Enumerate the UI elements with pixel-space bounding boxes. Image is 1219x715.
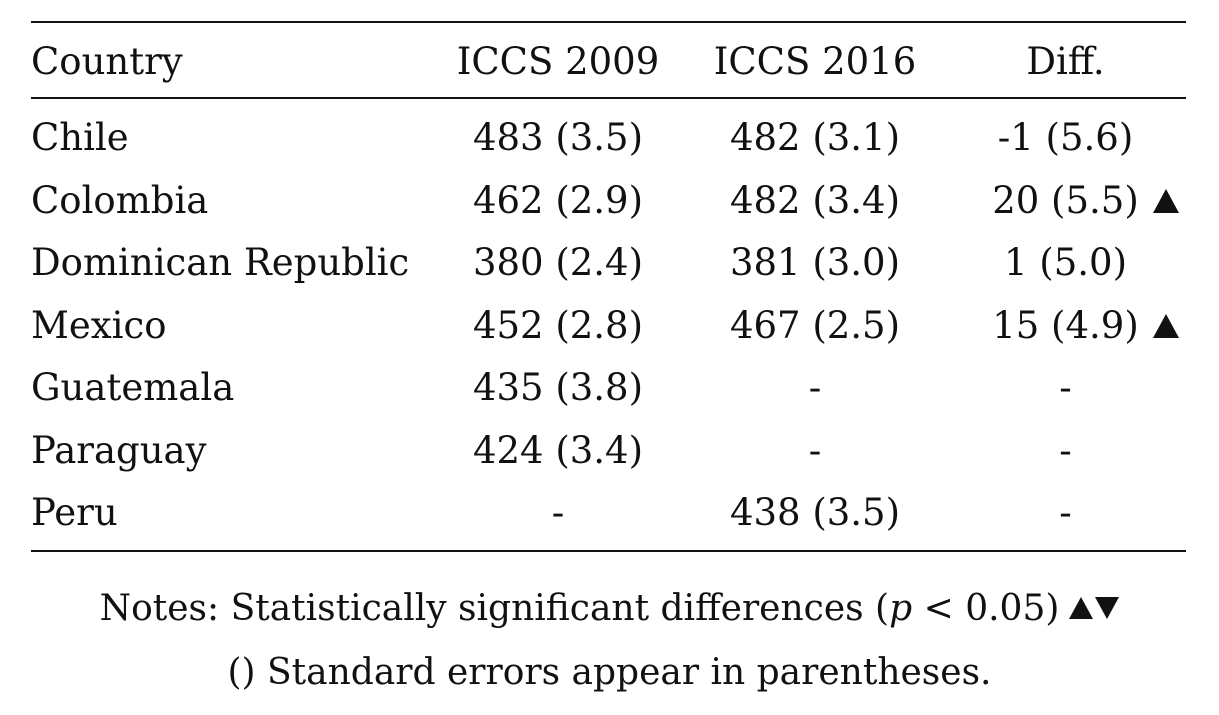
cell-country: Colombia [31, 178, 209, 222]
cell-iccs-2016: 482 (3.4) [729, 178, 901, 222]
cell-country: Peru [31, 491, 118, 535]
table-header-row: Country ICCS 2009 ICCS 2016 Diff. [31, 23, 1186, 97]
cell-diff-value: - [1059, 428, 1072, 472]
cell-country: Paraguay [31, 428, 207, 472]
cell-diff-value: 1 (5.0) [1003, 241, 1127, 285]
notes-prefix: Notes: Statistically significant differe… [99, 588, 890, 629]
cell-iccs-2009: 424 (3.4) [472, 428, 644, 472]
cell-iccs-2016: 482 (3.1) [729, 116, 901, 160]
cell-iccs-2009: 435 (3.8) [472, 366, 644, 410]
header-diff: Diff. [1026, 39, 1105, 83]
cell-diff: - [945, 432, 1186, 469]
cell-diff-value: - [1059, 491, 1072, 535]
cell-diff: 1 (5.0) [945, 244, 1186, 281]
table-row: Colombia 462 (2.9) 482 (3.4) 20 (5.5) [31, 169, 1186, 232]
table-bottom-rule [31, 550, 1186, 552]
notes-significance: Notes: Statistically significant differe… [0, 591, 1219, 627]
cell-diff: - [945, 369, 1186, 406]
significance-up-icon [1152, 314, 1179, 339]
cell-diff: - [945, 494, 1186, 531]
table-row: Paraguay 424 (3.4) - - [31, 419, 1186, 482]
cell-diff: 15 (4.9) [945, 307, 1186, 344]
cell-iccs-2009: 462 (2.9) [472, 178, 644, 222]
table-row: Dominican Republic 380 (2.4) 381 (3.0) 1 (5… [31, 232, 1186, 295]
table-row: Guatemala 435 (3.8) - - [31, 357, 1186, 420]
cell-iccs-2016: - [808, 366, 822, 410]
cell-diff: 20 (5.5) [945, 182, 1186, 219]
cell-diff: -1 (5.6) [945, 119, 1186, 156]
results-table: Country ICCS 2009 ICCS 2016 Diff. Chile 4… [31, 21, 1186, 552]
header-country: Country [31, 39, 183, 83]
cell-country: Dominican Republic [31, 241, 410, 285]
cell-diff-value: 15 (4.9) [992, 303, 1139, 347]
cell-diff-value: 20 (5.5) [992, 178, 1139, 222]
triangle-up-icon [1069, 597, 1094, 619]
cell-country: Mexico [31, 303, 167, 347]
cell-diff-value: -1 (5.6) [997, 116, 1134, 160]
table-row: Mexico 452 (2.8) 467 (2.5) 15 (4.9) [31, 294, 1186, 357]
cell-iccs-2009: 380 (2.4) [472, 241, 644, 285]
cell-iccs-2009: 483 (3.5) [472, 116, 644, 160]
table-header-rule [31, 97, 1186, 99]
cell-iccs-2016: 438 (3.5) [729, 491, 901, 535]
notes-standard-errors: () Standard errors appear in parentheses… [227, 652, 992, 693]
notes-p-variable: p [889, 588, 913, 629]
table-row: Chile 483 (3.5) 482 (3.1) -1 (5.6) [31, 107, 1186, 170]
cell-iccs-2009: - [551, 491, 565, 535]
cell-country: Chile [31, 116, 129, 160]
notes-suffix: < 0.05) [912, 588, 1060, 629]
cell-iccs-2016: 381 (3.0) [729, 241, 901, 285]
table-top-rule [31, 21, 1186, 23]
cell-iccs-2009: 452 (2.8) [472, 303, 644, 347]
cell-iccs-2016: 467 (2.5) [729, 303, 901, 347]
triangle-down-icon [1095, 597, 1120, 619]
cell-iccs-2016: - [808, 428, 822, 472]
cell-country: Guatemala [31, 366, 235, 410]
cell-diff-value: - [1059, 366, 1072, 410]
header-iccs-2009: ICCS 2009 [456, 39, 660, 83]
significance-up-icon [1152, 189, 1179, 214]
table-body: Chile 483 (3.5) 482 (3.1) -1 (5.6) Colombia 4… [31, 99, 1186, 551]
table-row: Peru - 438 (3.5) - [31, 482, 1186, 545]
header-iccs-2016: ICCS 2016 [713, 39, 917, 83]
